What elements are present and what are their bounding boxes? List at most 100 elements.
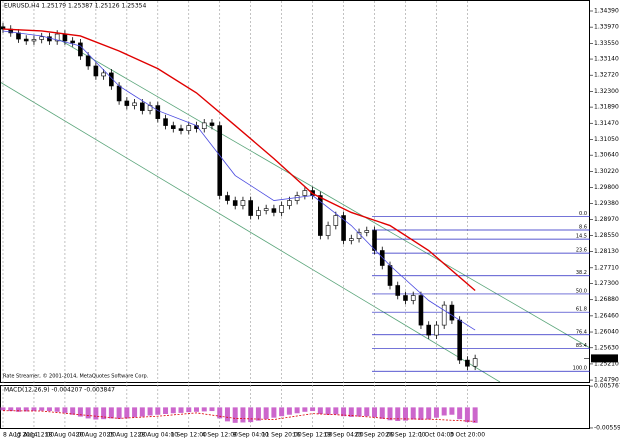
x-tick-label: 11 Sep 20:00 xyxy=(262,432,302,439)
x-tick-label: 18 Aug 04:00 xyxy=(45,432,86,439)
fib-label: 76.4 xyxy=(576,329,587,335)
candle-body xyxy=(271,208,277,213)
candle-body xyxy=(170,125,176,129)
candle-body xyxy=(101,72,106,77)
y-tick-label: 1.34390 xyxy=(594,7,619,14)
candle-body xyxy=(325,225,331,236)
candle-body xyxy=(39,36,45,40)
macd-bar xyxy=(364,407,370,417)
macd-bar xyxy=(402,407,408,421)
candle-body xyxy=(457,319,462,361)
macd-bar xyxy=(201,407,207,412)
macd-bar xyxy=(124,407,130,419)
y-tick-label: 1.26040 xyxy=(594,329,619,336)
last-price-label: 1.25354 xyxy=(593,355,618,362)
macd-bar xyxy=(139,407,145,417)
x-tick-label: 23 Sep 20:00 xyxy=(354,432,394,439)
macd-bar xyxy=(317,407,323,414)
x-tick-label: 1 Sep 12:00 xyxy=(171,432,207,439)
candle-body xyxy=(54,33,60,42)
macd-bar xyxy=(209,407,215,412)
y-tick-label: 1.29800 xyxy=(594,184,619,191)
candle-body xyxy=(256,210,261,216)
y-tick-label: 1.29380 xyxy=(594,200,619,207)
macd-bar xyxy=(379,407,385,419)
macd-tick-label: 0.005767 xyxy=(594,383,620,390)
y-tick-label: 1.28130 xyxy=(594,248,619,255)
candle-body xyxy=(472,358,478,367)
y-tick-label: 1.27300 xyxy=(594,280,619,287)
candle-body xyxy=(302,190,308,196)
moving-average xyxy=(2,30,476,331)
macd-bar xyxy=(194,407,199,412)
macd-bar xyxy=(147,407,153,416)
candle-body xyxy=(348,238,354,241)
x-tick-label: 28 Aug 04:00 xyxy=(138,432,179,439)
macd-bar xyxy=(255,407,261,421)
macd-bar xyxy=(449,407,455,415)
y-tick-label: 1.30640 xyxy=(594,152,619,159)
y-tick-label: 1.33140 xyxy=(594,56,619,63)
macd-bar xyxy=(279,407,285,417)
candle-body xyxy=(132,102,137,106)
x-tick-label: 19 Sep 04:00 xyxy=(324,432,364,439)
fib-label: 38.2 xyxy=(576,270,587,276)
x-tick-label: 8 Aug 2014 xyxy=(3,432,38,439)
y-tick-label: 1.25630 xyxy=(594,344,619,351)
macd-bar xyxy=(263,407,269,420)
fib-label: 100.0 xyxy=(573,366,587,372)
macd-bar xyxy=(15,407,21,412)
macd-bar xyxy=(286,407,292,415)
price-panel-border xyxy=(0,0,590,383)
y-tick-label: 1.27710 xyxy=(594,264,619,271)
fib-label: 23.6 xyxy=(576,248,587,254)
macd-bar xyxy=(85,407,91,419)
macd-bar xyxy=(163,407,169,414)
macd-bar xyxy=(54,407,60,412)
last-price-box xyxy=(591,354,618,363)
candle-body xyxy=(318,195,323,236)
macd-bar xyxy=(186,407,192,413)
candle-body xyxy=(163,118,168,126)
candle-body xyxy=(364,230,370,233)
candle-body xyxy=(341,215,346,241)
macd-bar xyxy=(232,407,238,423)
macd-bar xyxy=(108,407,114,419)
candle-body xyxy=(403,295,408,301)
macd-bar xyxy=(325,407,331,415)
candle-body xyxy=(140,102,145,111)
candle-body xyxy=(426,324,432,336)
candle-body xyxy=(232,200,238,206)
candle-body xyxy=(287,200,292,206)
macd-label: MACD(12,26,9) -0.004207 -0.003847 xyxy=(4,387,115,394)
y-tick-label: 1.31890 xyxy=(594,104,619,111)
macd-bar xyxy=(372,407,378,418)
macd-bar xyxy=(348,407,354,417)
macd-bar xyxy=(271,407,277,418)
fib-label: 0.0 xyxy=(579,211,587,217)
y-tick-label: 1.26460 xyxy=(594,312,619,319)
candle-body xyxy=(178,128,184,131)
x-tick-label: 4 Sep 12:00 xyxy=(202,432,238,439)
macd-bar xyxy=(248,407,254,423)
macd-bar xyxy=(302,407,308,412)
macd-bar xyxy=(77,407,83,417)
candle-body xyxy=(31,39,37,42)
y-tick-label: 1.25210 xyxy=(594,360,619,367)
candle-body xyxy=(395,285,401,296)
chart-title: EURUSD,H4 1.25179 1.25387 1.25126 1.2535… xyxy=(4,3,146,10)
macd-bar xyxy=(170,407,176,414)
x-tick-label: 26 Sep 12:00 xyxy=(385,432,425,439)
macd-bar xyxy=(418,407,424,420)
candle-body xyxy=(155,105,161,119)
macd-bar xyxy=(240,407,246,423)
candle-body xyxy=(333,215,339,226)
macd-bar xyxy=(178,407,184,413)
x-tick-label: 9 Sep 04:00 xyxy=(233,432,269,439)
candle-body xyxy=(387,265,393,286)
candle-body xyxy=(186,125,192,131)
y-tick-label: 1.24790 xyxy=(594,377,619,384)
macd-bar xyxy=(39,407,45,411)
macd-bar xyxy=(155,407,161,415)
